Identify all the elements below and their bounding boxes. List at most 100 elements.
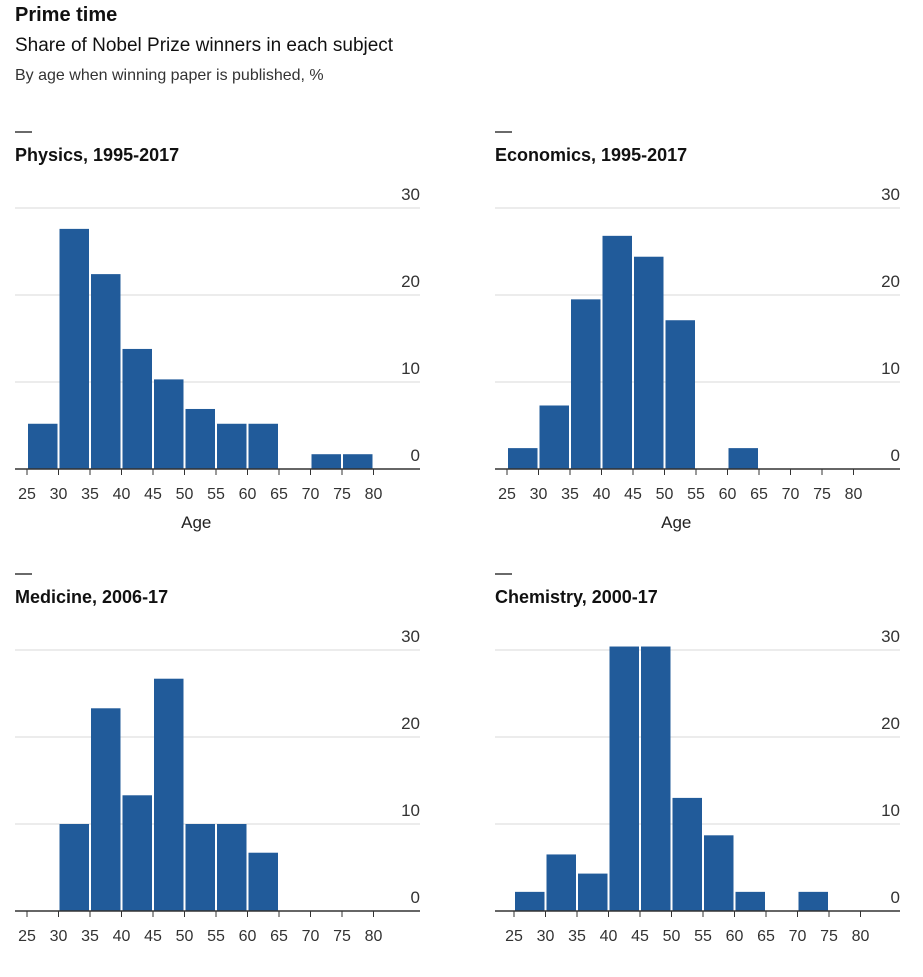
x-tick-label: 45 <box>144 486 162 503</box>
bar <box>185 408 215 469</box>
bar <box>59 824 89 911</box>
bar <box>539 405 569 469</box>
x-tick-label: 40 <box>600 928 618 945</box>
bar <box>122 348 152 469</box>
x-tick-label: 65 <box>270 486 288 503</box>
x-tick-label: 70 <box>302 486 320 503</box>
y-tick-label: 10 <box>401 801 420 820</box>
bar <box>728 448 758 469</box>
x-tick-label: 25 <box>498 486 516 503</box>
bar <box>28 423 58 469</box>
panel-title: Physics, 1995-2017 <box>15 145 179 165</box>
x-tick-label: 30 <box>50 486 68 503</box>
y-tick-label: 20 <box>401 272 420 291</box>
bar <box>641 646 671 911</box>
y-tick-label: 30 <box>881 627 900 646</box>
y-tick-label: 0 <box>891 888 900 907</box>
bar <box>91 708 121 911</box>
x-tick-label: 40 <box>593 486 611 503</box>
panel-title: Economics, 1995-2017 <box>495 145 687 165</box>
x-tick-label: 60 <box>719 486 737 503</box>
x-axis-label: Age <box>181 513 211 532</box>
chart-note: By age when winning paper is published, … <box>15 67 324 84</box>
y-tick-label: 0 <box>891 446 900 465</box>
x-tick-label: 55 <box>687 486 705 503</box>
x-tick-label: 25 <box>505 928 523 945</box>
bar <box>217 824 247 911</box>
x-tick-label: 55 <box>694 928 712 945</box>
bar <box>154 379 184 469</box>
x-tick-label: 35 <box>81 486 99 503</box>
y-tick-label: 20 <box>881 272 900 291</box>
bar <box>311 454 341 469</box>
y-tick-label: 10 <box>881 801 900 820</box>
chart-title: Prime time <box>15 4 118 26</box>
y-tick-label: 0 <box>411 446 420 465</box>
x-tick-label: 35 <box>81 928 99 945</box>
medicine-panel: Medicine, 2006-17 0 10 20 30 25 30 35 40 45 50 55 60… <box>15 573 420 945</box>
x-tick-label: 30 <box>537 928 555 945</box>
chemistry-panel: Chemistry, 2000-17 0 10 20 30 25 30 35 40 45 50 55 6… <box>495 573 900 945</box>
y-tick-label: 10 <box>401 359 420 378</box>
bar <box>665 320 695 469</box>
x-tick-label: 70 <box>782 486 800 503</box>
bar <box>578 873 608 911</box>
chart-subtitle: Share of Nobel Prize winners in each sub… <box>15 35 394 56</box>
y-tick-label: 20 <box>401 714 420 733</box>
x-tick-label: 60 <box>726 928 744 945</box>
bar <box>704 835 734 911</box>
x-tick-label: 60 <box>239 486 257 503</box>
y-tick-label: 20 <box>881 714 900 733</box>
x-tick-label: 25 <box>18 928 36 945</box>
x-tick-label: 70 <box>789 928 807 945</box>
bar <box>609 646 639 911</box>
x-axis-label: Age <box>661 513 691 532</box>
y-tick-label: 30 <box>401 627 420 646</box>
x-tick-label: 75 <box>333 486 351 503</box>
x-tick-label: 55 <box>207 928 225 945</box>
y-tick-label: 10 <box>881 359 900 378</box>
economics-panel: Economics, 1995-2017 0 10 20 30 25 30 35 40 45 50 5… <box>495 131 900 532</box>
x-tick-label: 50 <box>176 928 194 945</box>
x-tick-label: 65 <box>270 928 288 945</box>
bar <box>798 891 828 911</box>
y-tick-label: 30 <box>881 185 900 204</box>
y-tick-label: 30 <box>401 185 420 204</box>
bar <box>343 454 373 469</box>
bar <box>154 678 184 911</box>
x-tick-label: 80 <box>852 928 870 945</box>
bar <box>122 795 152 911</box>
x-tick-label: 45 <box>631 928 649 945</box>
x-tick-label: 80 <box>845 486 863 503</box>
x-tick-label: 55 <box>207 486 225 503</box>
bar <box>185 824 215 911</box>
panel-title: Chemistry, 2000-17 <box>495 587 658 607</box>
x-tick-label: 30 <box>530 486 548 503</box>
panel-title: Medicine, 2006-17 <box>15 587 168 607</box>
x-tick-label: 40 <box>113 928 131 945</box>
bar <box>59 228 89 469</box>
bar <box>634 256 664 469</box>
x-tick-label: 50 <box>663 928 681 945</box>
x-tick-label: 70 <box>302 928 320 945</box>
bar <box>546 854 576 911</box>
x-tick-label: 65 <box>757 928 775 945</box>
x-tick-label: 50 <box>656 486 674 503</box>
bar <box>735 891 765 911</box>
x-tick-label: 80 <box>365 486 383 503</box>
x-tick-label: 60 <box>239 928 257 945</box>
x-tick-label: 75 <box>333 928 351 945</box>
bar <box>571 299 601 469</box>
x-tick-label: 40 <box>113 486 131 503</box>
x-tick-label: 45 <box>144 928 162 945</box>
x-tick-label: 35 <box>561 486 579 503</box>
bar <box>248 423 278 469</box>
x-tick-label: 80 <box>365 928 383 945</box>
bar <box>248 852 278 911</box>
y-tick-label: 0 <box>411 888 420 907</box>
x-tick-label: 75 <box>813 486 831 503</box>
bar <box>508 448 538 469</box>
bar <box>515 891 545 911</box>
physics-panel: Physics, 1995-2017 0 10 20 30 25 30 35 40 45 50 55 6… <box>15 131 420 532</box>
x-tick-label: 35 <box>568 928 586 945</box>
